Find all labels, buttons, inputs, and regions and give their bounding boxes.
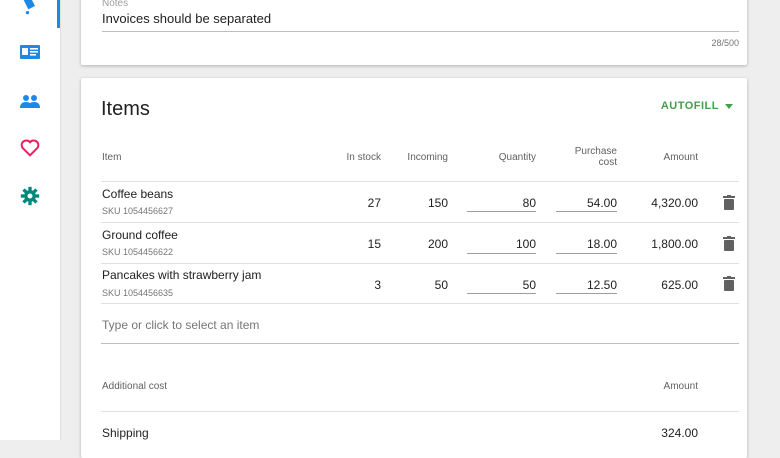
- item-amount: 1,800.00: [651, 237, 698, 251]
- heart-icon[interactable]: [18, 136, 42, 160]
- add-item-input[interactable]: Type or click to select an item: [102, 318, 260, 332]
- row-divider: [101, 263, 739, 264]
- active-indicator: [57, 0, 60, 28]
- item-in-stock: 27: [367, 196, 381, 210]
- contact-card-icon[interactable]: [18, 40, 42, 64]
- additional-cost-header: Additional cost: [102, 381, 168, 392]
- autofill-label: AUTOFILL: [660, 100, 719, 112]
- trash-icon[interactable]: [723, 276, 735, 291]
- quantity-underline: [467, 293, 536, 294]
- purchase-cost-line2: cost: [598, 157, 617, 168]
- item-in-stock: 15: [367, 237, 381, 251]
- item-incoming: 200: [427, 237, 448, 251]
- add-item-underline: [101, 343, 739, 344]
- item-amount: 4,320.00: [651, 196, 698, 210]
- cost-underline: [556, 293, 617, 294]
- trash-icon[interactable]: [723, 195, 735, 210]
- gear-icon[interactable]: [18, 184, 42, 208]
- notes-char-counter: 28/500: [711, 38, 739, 48]
- row-divider: [101, 222, 739, 223]
- cost-underline: [556, 253, 617, 254]
- notes-card: Notes Invoices should be separated 28/50…: [81, 0, 747, 65]
- additional-cost-divider: [101, 411, 739, 412]
- quantity-underline: [467, 211, 536, 212]
- item-in-stock: 3: [374, 278, 381, 292]
- notes-underline: [102, 31, 739, 32]
- row-divider: [101, 303, 739, 304]
- col-header-purchase-cost: Purchase cost: [557, 146, 617, 168]
- autofill-button[interactable]: AUTOFILL: [661, 100, 733, 112]
- items-card: Items AUTOFILL Item In stock Incoming Qu…: [81, 78, 747, 458]
- trash-icon[interactable]: [723, 236, 735, 251]
- additional-cost-label: Shipping: [102, 426, 149, 440]
- item-amount: 625.00: [661, 278, 698, 292]
- quantity-input[interactable]: 100: [515, 237, 536, 251]
- purchase-cost-input[interactable]: 12.50: [586, 278, 617, 292]
- purchase-cost-input[interactable]: 18.00: [586, 237, 617, 251]
- purchase-cost-line1: Purchase: [574, 146, 617, 157]
- quantity-input[interactable]: 50: [522, 278, 536, 292]
- item-name: Coffee beans: [102, 187, 174, 201]
- notes-field[interactable]: Invoices should be separated: [102, 11, 272, 26]
- people-icon[interactable]: [18, 89, 42, 113]
- cost-underline: [556, 211, 617, 212]
- col-header-item: Item: [102, 152, 122, 163]
- item-name: Ground coffee: [102, 228, 178, 242]
- header-divider: [101, 181, 739, 182]
- item-sku: SKU 1054456635: [102, 288, 174, 298]
- additional-cost-amount: 324.00: [661, 426, 698, 440]
- additional-cost-amount-header: Amount: [663, 381, 698, 392]
- sidebar: [0, 0, 61, 440]
- item-incoming: 150: [427, 196, 448, 210]
- quantity-input[interactable]: 80: [522, 196, 536, 210]
- chevron-down-icon: [725, 103, 733, 109]
- col-header-incoming: Incoming: [407, 152, 448, 163]
- cart-icon[interactable]: [18, 0, 42, 18]
- item-incoming: 50: [434, 278, 448, 292]
- item-name: Pancakes with strawberry jam: [102, 268, 262, 282]
- item-sku: SKU 1054456627: [102, 206, 174, 216]
- items-title: Items: [101, 98, 150, 120]
- item-sku: SKU 1054456622: [102, 247, 174, 257]
- col-header-quantity: Quantity: [498, 152, 536, 163]
- purchase-cost-input[interactable]: 54.00: [586, 196, 617, 210]
- col-header-amount: Amount: [663, 152, 698, 163]
- notes-label: Notes: [102, 0, 129, 9]
- quantity-underline: [467, 253, 536, 254]
- col-header-in-stock: In stock: [346, 152, 381, 163]
